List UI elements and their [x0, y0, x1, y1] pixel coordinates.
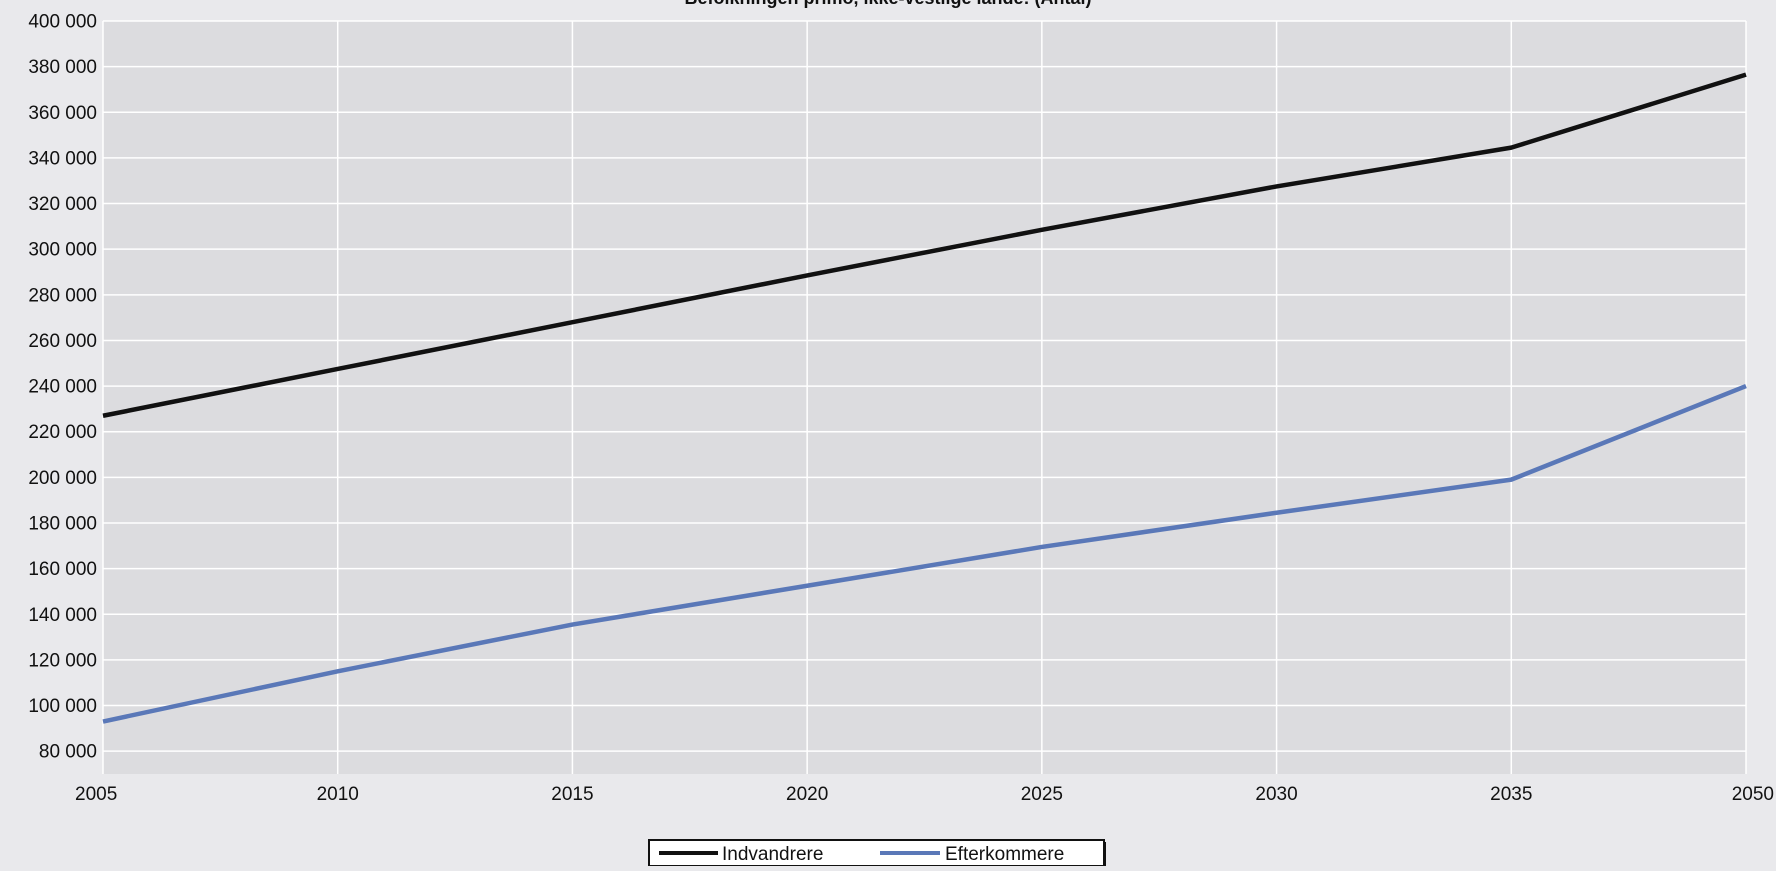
- chart-title: Befolkningen primo, ikke-vestlige lande:…: [684, 0, 1091, 8]
- y-tick-label-340000: 340 000: [28, 148, 97, 169]
- y-tick-label-100000: 100 000: [28, 696, 97, 717]
- y-tick-label-280000: 280 000: [28, 285, 97, 306]
- y-tick-label-380000: 380 000: [28, 57, 97, 78]
- y-tick-label-120000: 120 000: [28, 650, 97, 671]
- y-tick-label-180000: 180 000: [28, 514, 97, 535]
- legend-label-efterkommere: Efterkommere: [945, 844, 1064, 865]
- x-tick-label-2010: 2010: [317, 784, 359, 805]
- y-tick-label-320000: 320 000: [28, 194, 97, 215]
- y-tick-label-80000: 80 000: [39, 742, 97, 763]
- y-tick-label-140000: 140 000: [28, 605, 97, 626]
- x-tick-label-2035: 2035: [1490, 784, 1532, 805]
- y-tick-label-220000: 220 000: [28, 422, 97, 443]
- y-tick-label-300000: 300 000: [28, 240, 97, 261]
- y-tick-label-240000: 240 000: [28, 377, 97, 398]
- x-tick-label-2050: 2050: [1732, 784, 1774, 805]
- legend: Indvandrere Efterkommere: [649, 840, 1106, 866]
- y-tick-label-400000: 400 000: [28, 12, 97, 33]
- x-tick-label-2005: 2005: [75, 784, 117, 805]
- legend-label-indvandrere: Indvandrere: [722, 844, 823, 865]
- x-tick-label-2030: 2030: [1255, 784, 1297, 805]
- plot-area: [103, 21, 1746, 774]
- y-tick-label-260000: 260 000: [28, 331, 97, 352]
- x-tick-label-2025: 2025: [1021, 784, 1063, 805]
- y-tick-label-160000: 160 000: [28, 559, 97, 580]
- y-tick-label-200000: 200 000: [28, 468, 97, 489]
- x-tick-label-2020: 2020: [786, 784, 828, 805]
- y-tick-label-360000: 360 000: [28, 103, 97, 124]
- x-tick-label-2015: 2015: [551, 784, 593, 805]
